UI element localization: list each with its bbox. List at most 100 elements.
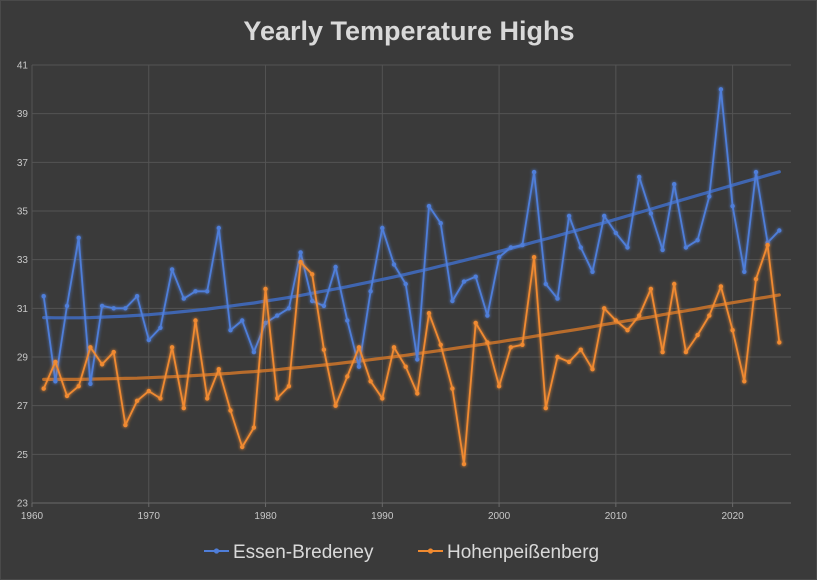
legend-swatch-marker xyxy=(213,548,220,554)
data-point xyxy=(286,384,292,389)
data-point xyxy=(391,345,397,350)
y-tick-label: 37 xyxy=(17,158,29,169)
series-hohenpeissenberg xyxy=(41,242,782,467)
data-point xyxy=(403,281,408,287)
data-point xyxy=(637,174,642,180)
data-point xyxy=(321,347,327,352)
data-point xyxy=(123,422,128,428)
data-point xyxy=(683,349,689,355)
data-point xyxy=(415,391,420,396)
data-point xyxy=(263,286,268,292)
data-point xyxy=(41,386,46,391)
trendlines xyxy=(42,170,781,381)
data-point xyxy=(485,340,490,345)
data-point xyxy=(88,345,93,350)
data-point xyxy=(240,318,245,323)
x-tick-label: 1960 xyxy=(21,511,44,522)
data-point xyxy=(76,384,81,389)
y-tick-label: 23 xyxy=(17,499,29,510)
data-point xyxy=(438,342,443,347)
data-point xyxy=(158,396,163,401)
data-point xyxy=(765,242,770,248)
data-point xyxy=(181,296,186,301)
data-point xyxy=(613,230,618,236)
data-point xyxy=(473,274,478,279)
data-point xyxy=(753,276,759,282)
data-point xyxy=(368,289,373,294)
data-point xyxy=(625,328,630,333)
data-point xyxy=(730,328,735,333)
data-point xyxy=(169,267,175,272)
data-point xyxy=(380,396,385,401)
data-point xyxy=(508,345,513,350)
data-point xyxy=(590,367,595,372)
data-point xyxy=(695,238,700,243)
series-lines xyxy=(41,87,782,467)
data-point xyxy=(333,264,338,270)
data-point xyxy=(625,245,630,250)
series-line xyxy=(42,88,780,385)
data-point xyxy=(345,374,350,379)
data-point xyxy=(286,306,292,311)
x-tick-label: 1980 xyxy=(254,511,277,522)
data-point xyxy=(648,286,654,292)
data-point xyxy=(64,393,70,399)
data-point xyxy=(590,269,595,274)
data-point xyxy=(298,259,303,265)
data-point xyxy=(146,388,151,394)
data-point xyxy=(753,169,759,175)
data-point xyxy=(531,169,537,175)
x-tick-label: 1970 xyxy=(138,511,161,522)
data-point xyxy=(496,255,502,260)
data-point xyxy=(426,203,432,209)
data-point xyxy=(193,318,198,323)
data-point xyxy=(450,386,455,391)
data-point xyxy=(99,303,105,309)
data-point xyxy=(602,306,607,311)
data-point xyxy=(485,313,490,318)
data-point xyxy=(111,306,116,311)
data-point xyxy=(707,194,712,199)
data-point xyxy=(742,379,747,384)
y-tick-label: 33 xyxy=(17,255,29,266)
data-point xyxy=(520,242,525,248)
data-point xyxy=(41,294,46,299)
data-point xyxy=(777,228,782,233)
axis-ticks: 23 25 27 29 31 33 35 37 39 41 1960 1970 1980 1990 2000… xyxy=(17,61,744,523)
data-point xyxy=(613,318,618,323)
series-line xyxy=(42,244,781,466)
data-point xyxy=(566,213,572,219)
data-point xyxy=(520,342,525,347)
data-point xyxy=(578,245,583,250)
legend-swatch-marker xyxy=(427,548,434,554)
data-point xyxy=(88,381,93,386)
data-point xyxy=(660,247,665,253)
data-point xyxy=(391,262,397,267)
data-point xyxy=(99,362,105,367)
data-point xyxy=(543,281,548,287)
data-point xyxy=(111,349,116,355)
data-point xyxy=(321,303,327,309)
data-point xyxy=(602,213,607,219)
series-essen xyxy=(41,87,782,386)
data-point xyxy=(718,87,724,92)
data-point xyxy=(730,203,735,209)
data-point xyxy=(76,235,81,240)
y-tick-label: 25 xyxy=(17,450,29,461)
data-point xyxy=(251,349,257,355)
data-point xyxy=(683,245,689,250)
trendline-hohenpeissenberg xyxy=(42,293,781,381)
data-point xyxy=(660,349,665,355)
data-point xyxy=(169,345,175,350)
data-point xyxy=(275,313,280,318)
data-point xyxy=(578,347,583,352)
data-point xyxy=(53,379,58,384)
data-point xyxy=(240,444,245,450)
chart-title: Yearly Temperature Highs xyxy=(243,16,574,46)
x-tick-label: 2020 xyxy=(721,511,744,522)
data-point xyxy=(508,245,513,250)
data-point xyxy=(450,298,455,304)
data-point xyxy=(426,311,432,316)
data-point xyxy=(566,359,572,365)
